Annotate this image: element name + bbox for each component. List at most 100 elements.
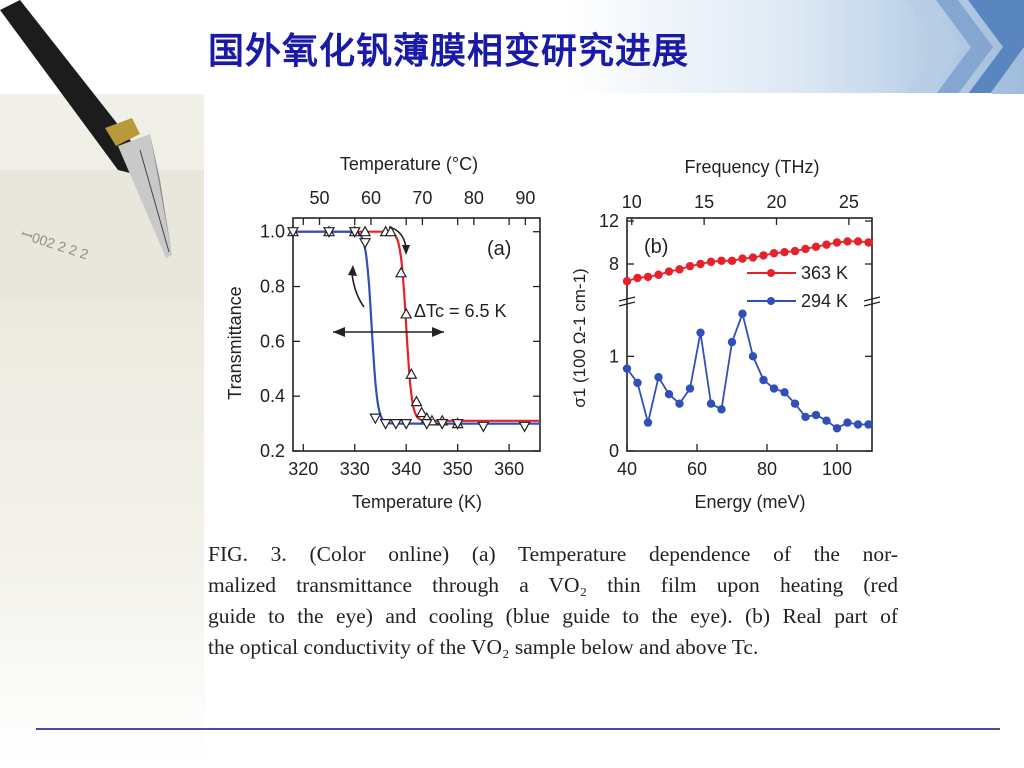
panel-a-ticks: 320 330 340 350 360 50 60 70 80 90 0.2 0.4 0.6 0.8 1.0 [260, 188, 540, 479]
panel-a-cooling-arrow-icon [351, 272, 365, 308]
figure-panel: (a) Temperature (°C) Temperature (K) Tra… [204, 93, 992, 673]
panel-b-x2label: Frequency (THz) [684, 157, 819, 177]
y-tick-label: 0.2 [260, 441, 285, 461]
marker-cooling [359, 238, 372, 249]
marker-heating [359, 225, 372, 237]
point-363K [622, 277, 632, 286]
y-tick-label: 1.0 [260, 222, 285, 242]
point-294K [654, 372, 663, 382]
y-tick-label-upper: 12 [599, 211, 619, 231]
panel-a-cooling-arrowhead-icon [348, 265, 357, 276]
panel-b-ticks: 40 60 80 100 10 15 20 25 0 1 8 12 [599, 192, 872, 479]
panel-a-arrow-right-icon [432, 327, 444, 337]
figure-caption: FIG. 3. (Color online) (a) Temperature d… [208, 539, 898, 663]
point-294K [853, 420, 863, 429]
point-363K [685, 261, 695, 271]
point-363K [811, 242, 821, 251]
marker-heating [405, 368, 418, 379]
point-363K [696, 259, 705, 269]
point-294K [822, 416, 831, 425]
point-294K [769, 384, 779, 393]
marker-cooling [369, 413, 382, 425]
point-363K [801, 244, 810, 254]
marker-heating [400, 307, 413, 319]
point-294K [675, 399, 684, 408]
slide-title: 国外氧化钒薄膜相变研究进展 [208, 30, 690, 72]
point-294K [843, 418, 852, 427]
panel-a-annotation: ΔTc = 6.5 K [414, 301, 507, 321]
x2-tick-label: 15 [694, 192, 714, 212]
marker-cooling [400, 418, 413, 430]
chevron-decoration-icon [904, 0, 1024, 94]
panel-b-axis-break-right-icon [863, 296, 881, 307]
caption-line: FIG. 3. (Color online) (a) Temperature d… [208, 542, 898, 566]
point-363K [633, 273, 642, 283]
y-tick-label: 1 [609, 346, 619, 366]
x2-tick-label: 80 [464, 188, 484, 208]
point-363K [738, 254, 747, 263]
point-363K [769, 249, 779, 258]
x-tick-label: 100 [822, 459, 852, 479]
fountain-pen-icon: ꟷ002 2 2 2 [0, 0, 205, 300]
y-tick-label: 0 [609, 441, 619, 461]
panel-a-arrow-left-icon [333, 327, 345, 337]
point-363K [717, 256, 726, 265]
figure-charts: (a) Temperature (°C) Temperature (K) Tra… [225, 154, 881, 512]
panel-a-heating-arrowhead-icon [402, 245, 410, 255]
y-tick-label: 0.4 [260, 386, 285, 406]
point-363K [780, 247, 789, 257]
panel-a-markers [286, 225, 531, 433]
point-363K [853, 237, 863, 246]
panel-a-ylabel: Transmittance [225, 286, 245, 399]
x-tick-label: 320 [288, 459, 318, 479]
x-tick-label: 330 [340, 459, 370, 479]
point-363K [843, 237, 852, 246]
marker-cooling [436, 418, 449, 430]
point-294K [664, 390, 674, 399]
marker-heating [410, 395, 423, 407]
caption-line: the optical conductivity of the VO₂ samp… [208, 635, 759, 659]
point-294K [685, 384, 695, 393]
marker-heating [384, 225, 397, 237]
x2-tick-label: 70 [412, 188, 432, 208]
caption-line: guide to the eye) and cooling (blue guid… [208, 604, 898, 628]
x-tick-label: 40 [617, 459, 637, 479]
panel-b-chart: (b) Frequency (THz) Energy (meV) σ1 (100… [570, 157, 881, 512]
panel-b-legend: 363 K 294 K [747, 263, 848, 311]
point-363K [727, 256, 737, 265]
point-363K [748, 253, 758, 262]
marker-heating [395, 266, 408, 278]
marker-cooling [389, 418, 402, 430]
marker-cooling [323, 227, 336, 238]
marker-cooling [379, 418, 392, 430]
point-363K [675, 265, 684, 274]
series-line-294K [626, 310, 869, 430]
point-294K [738, 309, 747, 318]
panel-b-xlabel: Energy (meV) [694, 492, 805, 512]
marker-cooling [518, 421, 531, 433]
panel-a-label: (a) [487, 238, 511, 260]
curve-heating [293, 230, 540, 422]
y-tick-label: 0.8 [260, 277, 285, 297]
curve-cooling [293, 230, 540, 425]
panel-a-x2label: Temperature (°C) [340, 154, 478, 174]
point-294K [622, 364, 632, 373]
point-363K [643, 272, 653, 282]
x-tick-label: 340 [391, 459, 421, 479]
point-363K [832, 238, 842, 247]
point-294K [717, 405, 726, 414]
panel-b-axis-break-left-icon [618, 296, 636, 307]
marker-cooling [286, 227, 300, 238]
panel-a-chart: (a) Temperature (°C) Temperature (K) Tra… [225, 154, 541, 512]
point-363K [654, 270, 663, 279]
panel-a-curves [293, 230, 540, 425]
legend-label-294K: 294 K [801, 291, 848, 311]
point-363K [790, 246, 800, 256]
slide-header-band [0, 0, 1024, 94]
point-294K [864, 420, 873, 429]
point-363K [706, 257, 716, 267]
point-294K [727, 337, 737, 347]
point-294K [801, 412, 810, 422]
point-294K [696, 328, 705, 337]
panel-b-markers [622, 237, 873, 433]
